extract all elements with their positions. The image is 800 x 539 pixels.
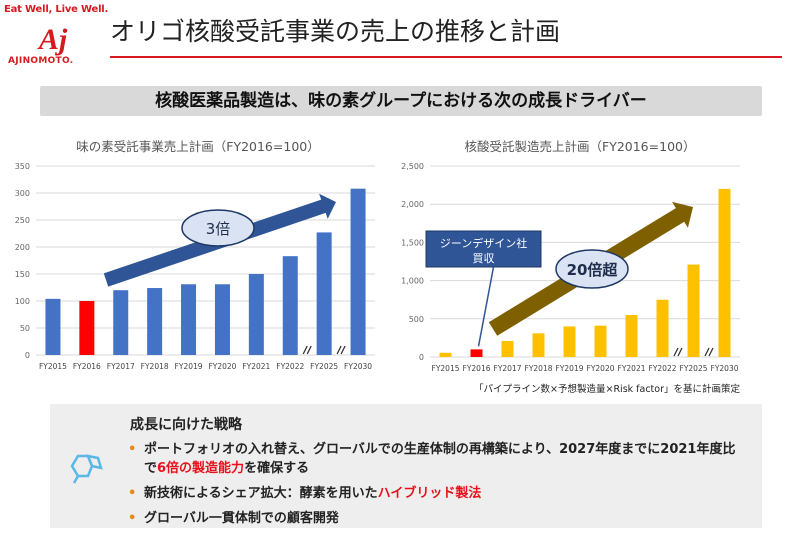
y-tick-label: 100	[15, 297, 30, 306]
x-tick-label: FY2020	[208, 362, 236, 371]
chart-ajinomoto-contract-sales: 味の素受託事業売上計画（FY2016=100） 0 50 100 150 200 250 30…	[0, 134, 395, 384]
axis-break-mark	[673, 347, 683, 357]
callout-text: ジーンデザイン社	[440, 236, 527, 250]
bar-fy2022	[282, 256, 298, 355]
strategy-item-portfolio: ポートフォリオの入れ替え、グローバルでの生産体制の再構築により、2027年度まで…	[128, 440, 748, 478]
y-tick-label: 0	[25, 351, 30, 360]
growth-label-bubble	[181, 209, 255, 247]
growth-label-bubble	[555, 249, 629, 289]
bar-fy2015	[439, 352, 452, 357]
strategy-panel: 成長に向けた戦略 ポートフォリオの入れ替え、グローバルでの生産体制の再構築により…	[50, 404, 762, 528]
x-tick-label: FY2019	[175, 362, 203, 371]
axis-break-mark	[704, 347, 714, 357]
highlight-capacity: 6倍の製造能力	[157, 461, 245, 476]
bar-fy2019	[181, 284, 197, 355]
highlight-hybrid: ハイブリッド製法	[377, 486, 482, 501]
x-tick-label: FY2030	[711, 364, 739, 373]
bar-fy2020	[594, 325, 607, 357]
chart-note: 「パイプライン数×予想製造量×Risk factor」を基に計画策定	[474, 383, 740, 395]
bar-fy2021	[248, 274, 264, 355]
ajinomoto-logo: Eat Well, Live Well. Aj AJINOMOTO.	[4, 4, 108, 70]
bar-fy2018	[532, 333, 545, 357]
x-tick-label: FY2016	[73, 362, 101, 371]
x-tick-label: FY2021	[618, 364, 646, 373]
y-tick-label: 150	[15, 270, 30, 279]
x-tick-label: FY2017	[107, 362, 135, 371]
bar-fy2030	[718, 188, 731, 357]
callout-box	[425, 230, 542, 268]
bar-fy2020	[214, 284, 230, 355]
y-tick-label: 350	[15, 162, 30, 171]
tagline: Eat Well, Live Well.	[4, 4, 109, 15]
brand-name: AJINOMOTO.	[8, 56, 74, 66]
svg-text:Aj: Aj	[37, 23, 68, 56]
x-tick-label: FY2017	[494, 364, 522, 373]
chart-title: 味の素受託事業売上計画（FY2016=100）	[76, 139, 319, 154]
x-tick-label: FY2015	[432, 364, 460, 373]
banner: 核酸医薬品製造は、味の素グループにおける次の成長ドライバー	[40, 86, 762, 116]
chart-title: 核酸受託製造売上計画（FY2016=100）	[465, 139, 696, 154]
x-tick-label: FY2022	[276, 362, 304, 371]
growth-label: 3倍	[206, 220, 231, 238]
strategy-list: ポートフォリオの入れ替え、グローバルでの生産体制の再構築により、2027年度まで…	[128, 440, 748, 534]
bar-fy2017	[501, 340, 514, 357]
bar-fy2015	[45, 298, 61, 355]
callout-pointer	[477, 266, 495, 347]
y-tick-label: 50	[20, 324, 30, 333]
x-tick-label: FY2021	[242, 362, 270, 371]
strategy-heading: 成長に向けた戦略	[130, 417, 242, 433]
axis-break-mark	[336, 345, 346, 355]
x-tick-label: FY2018	[525, 364, 553, 373]
y-tick-label: 0	[419, 353, 424, 362]
strategy-item-hybrid: 新技術によるシェア拡大：酵素を用いたハイブリッド製法	[128, 484, 748, 503]
bar-fy2021	[625, 314, 638, 357]
y-tick-label: 1,500	[401, 238, 424, 247]
x-tick-label: FY2020	[587, 364, 615, 373]
x-tick-label: FY2016	[463, 364, 491, 373]
x-tick-label: FY2015	[39, 362, 67, 371]
bar-fy2030	[350, 188, 366, 355]
molecule-icon	[70, 454, 103, 484]
bar-fy2025	[687, 264, 700, 357]
strategy-item-global: グローバル一貫体制での顧客開発	[128, 509, 748, 528]
bar-fy2017	[113, 290, 129, 355]
y-tick-label: 300	[15, 189, 30, 198]
x-tick-label: FY2025	[310, 362, 338, 371]
y-tick-label: 200	[15, 243, 30, 252]
growth-label: 20倍超	[567, 261, 619, 279]
callout-text: 買収	[473, 252, 495, 265]
x-tick-label: FY2025	[680, 364, 708, 373]
page-title: オリゴ核酸受託事業の売上の推移と計画	[110, 17, 561, 46]
bar-fy2019	[563, 326, 576, 357]
chart-nucleic-acid-sales: 核酸受託製造売上計画（FY2016=100） 0 500 1,000 1,500 2,00…	[395, 134, 800, 404]
x-tick-label: FY2022	[649, 364, 677, 373]
bar-fy2022	[656, 299, 669, 357]
x-tick-label: FY2018	[141, 362, 169, 371]
bar-fy2016	[79, 301, 95, 355]
bar-fy2025	[316, 232, 332, 355]
x-tick-label: FY2019	[556, 364, 584, 373]
y-tick-label: 500	[409, 315, 424, 324]
bar-fy2016	[470, 349, 483, 357]
y-tick-label: 1,000	[401, 277, 424, 286]
y-tick-label: 2,000	[401, 200, 424, 209]
x-tick-label: FY2030	[344, 362, 372, 371]
axis-break-mark	[302, 345, 312, 355]
bar-fy2018	[147, 288, 163, 355]
y-tick-label: 250	[15, 216, 30, 225]
y-tick-label: 2,500	[401, 162, 424, 171]
title-divider	[110, 56, 782, 58]
ajinomoto-logo-mark: Aj	[37, 23, 68, 56]
